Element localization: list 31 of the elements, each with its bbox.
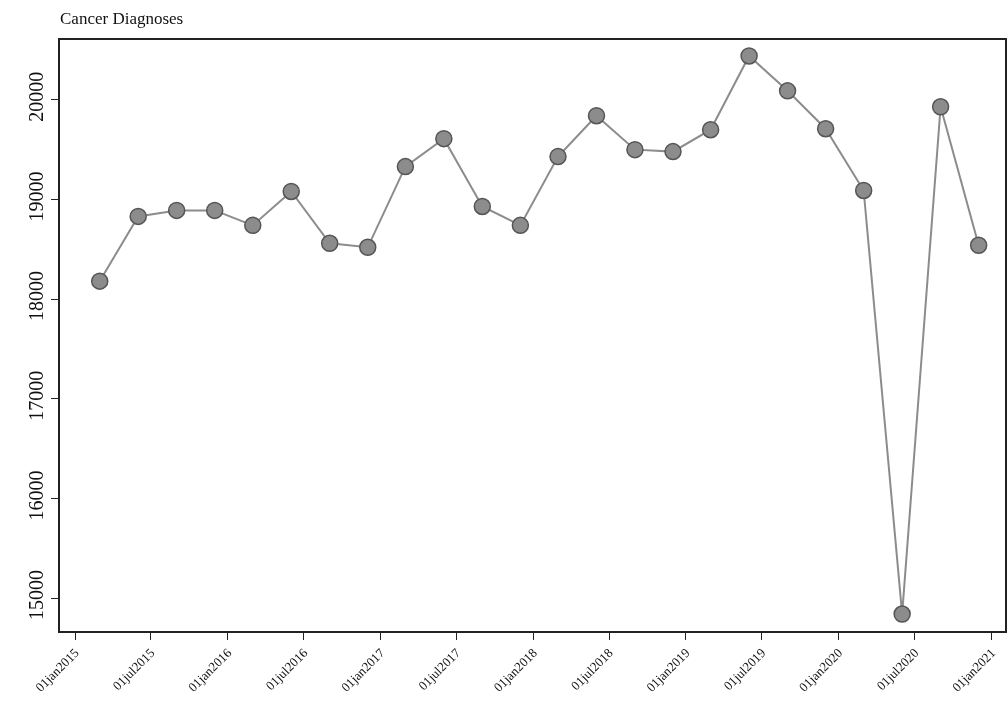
point [167,201,186,220]
point [435,129,453,148]
point [587,106,606,125]
point [664,142,682,161]
point [969,236,988,255]
point [854,181,873,200]
point [931,98,950,116]
chart-title: Cancer Diagnoses [60,8,184,28]
point [90,272,109,290]
point [511,216,530,235]
point [549,147,567,166]
point [816,119,835,138]
y-tick-label: 20000 [25,71,47,122]
point [359,238,377,257]
point [244,216,262,235]
point [473,197,492,216]
point [320,234,339,253]
point [778,82,797,100]
y-tick-label: 19000 [25,171,47,222]
point [893,605,911,623]
y-tick-label: 15000 [25,570,47,621]
point [626,140,644,159]
point [740,47,758,65]
y-tick-label: 18000 [25,271,47,322]
y-tick-label: 16000 [25,470,47,521]
point [129,207,147,226]
point [701,120,720,139]
point [396,157,415,176]
y-tick-label: 17000 [25,370,47,421]
point [282,182,300,201]
point [205,201,224,220]
